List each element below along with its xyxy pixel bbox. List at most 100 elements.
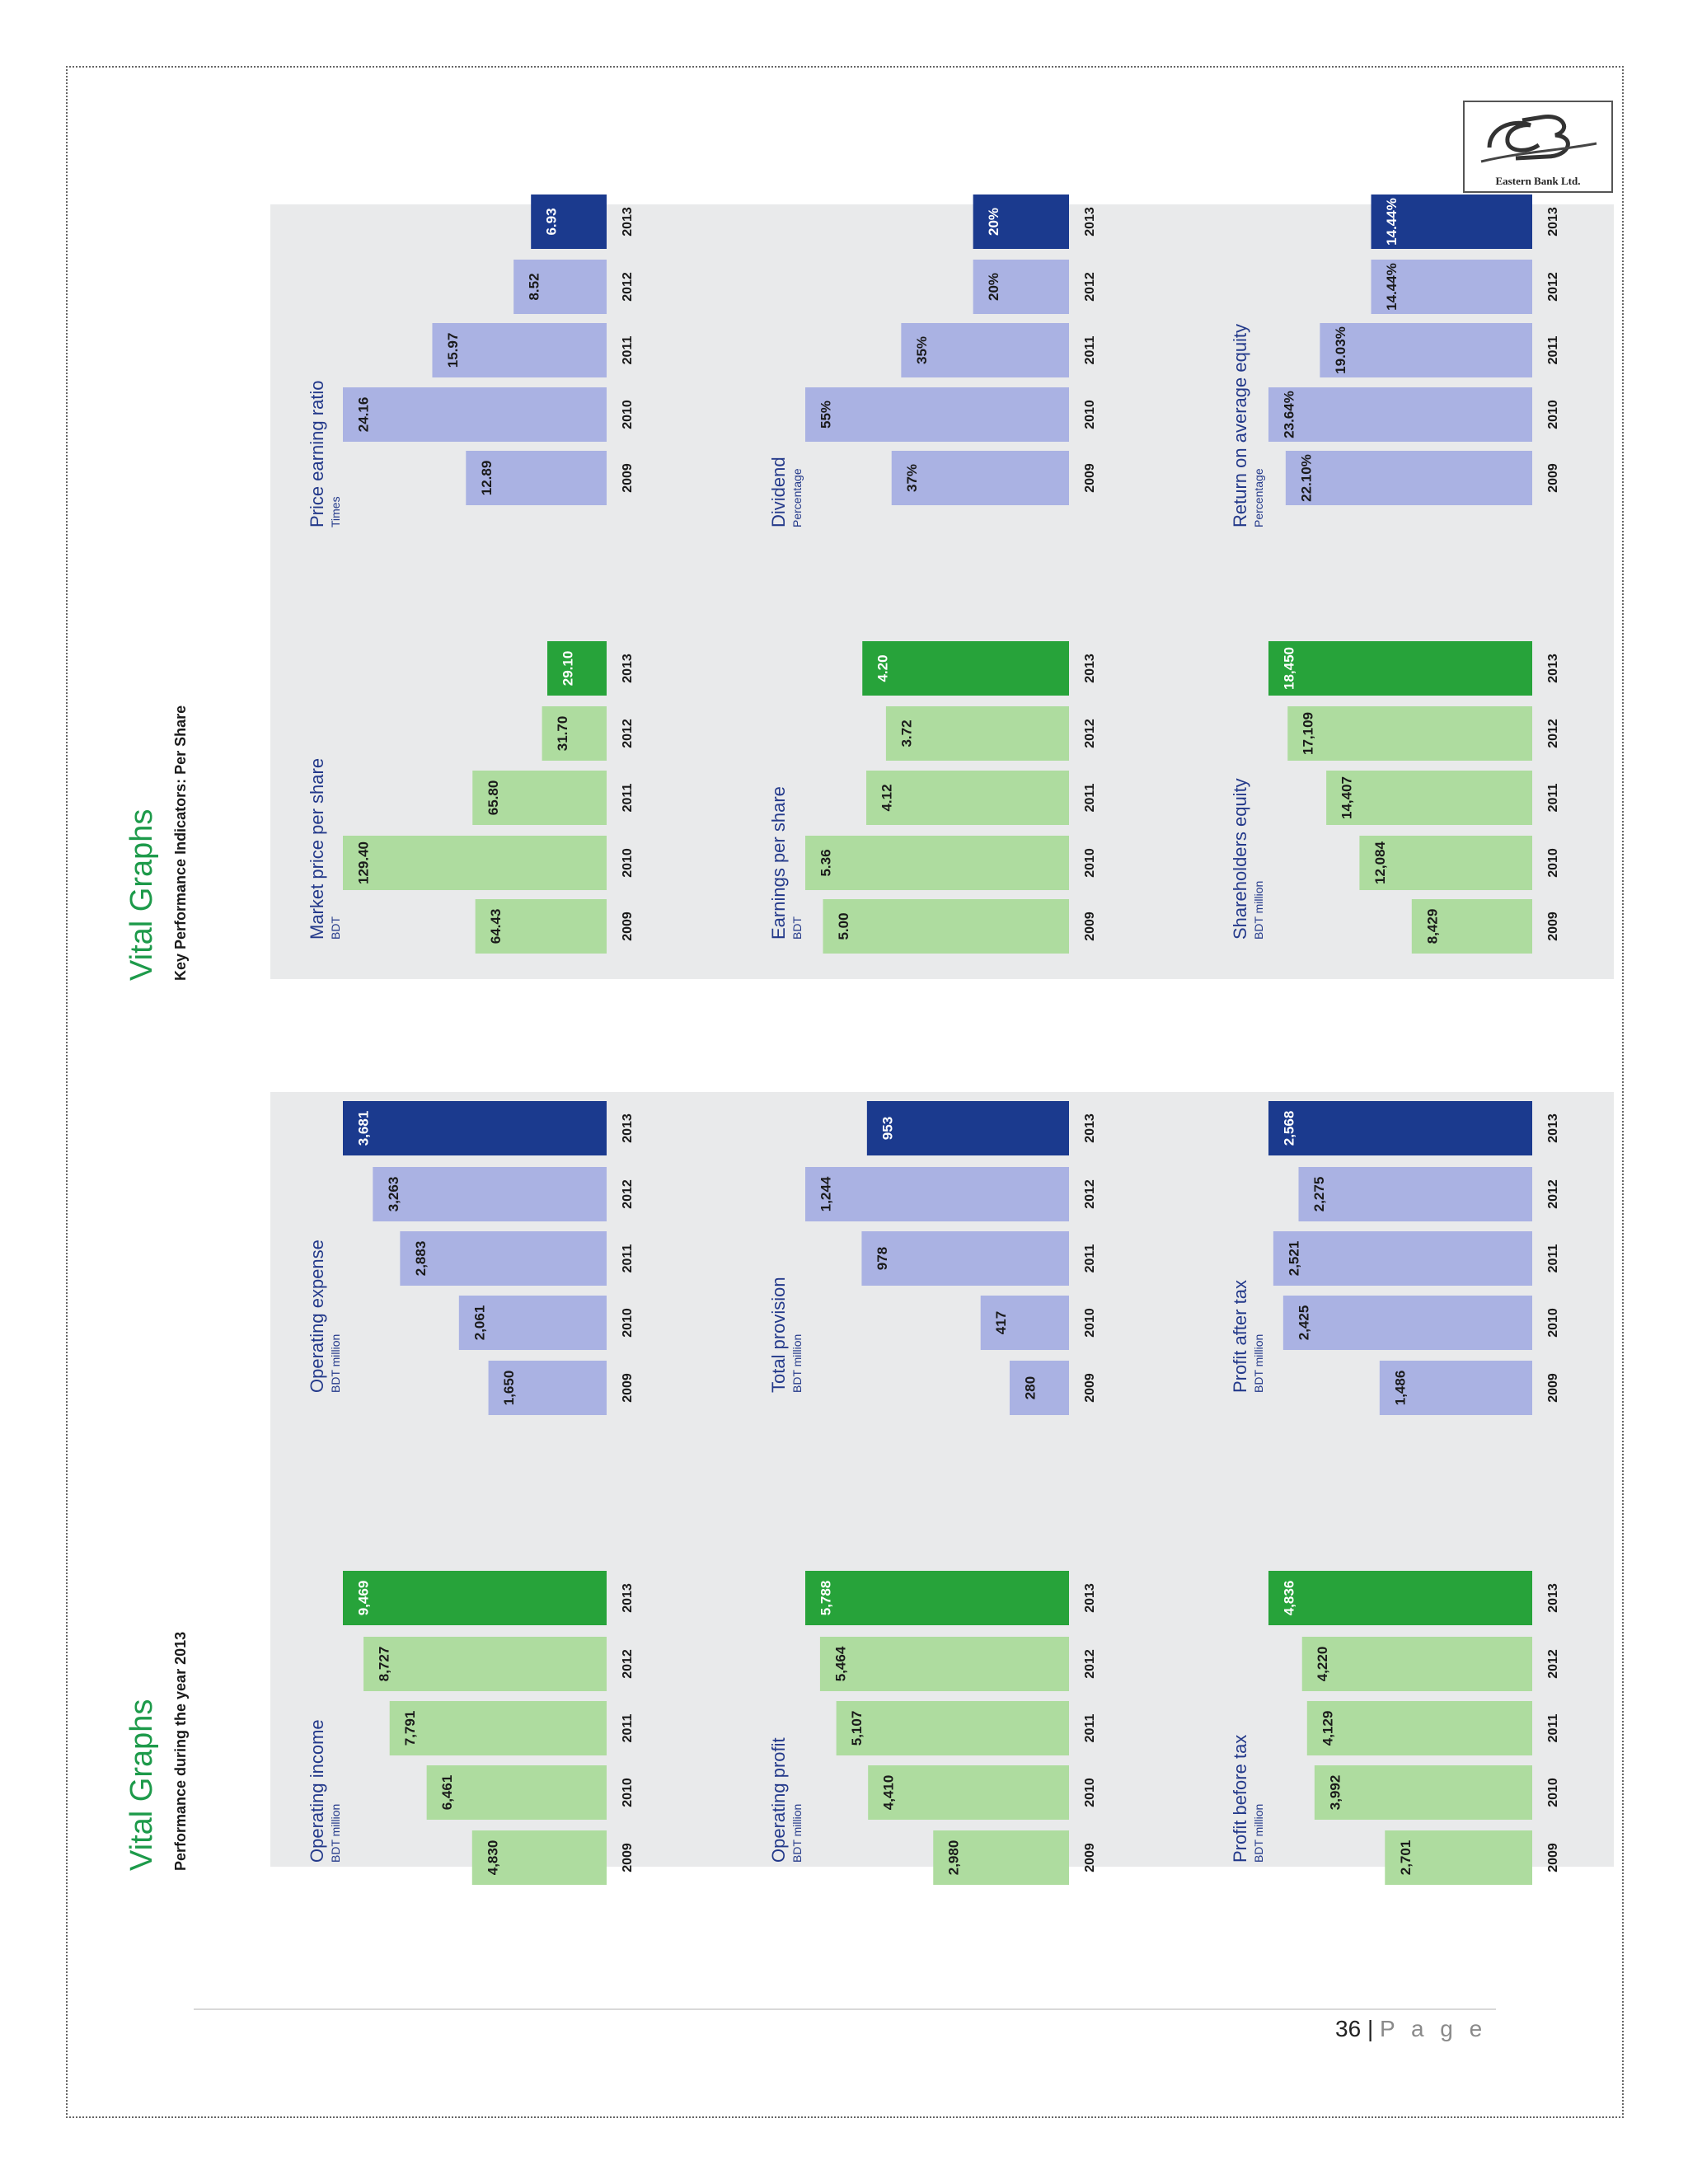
- bar: [973, 194, 1069, 249]
- chart-subtitle: BDT: [790, 916, 804, 940]
- category-label: 2013: [621, 1583, 635, 1613]
- page-number: 36 | P a g e: [1335, 2016, 1487, 2042]
- data-label: 7,791: [402, 1711, 418, 1746]
- data-label: 2,701: [1398, 1840, 1414, 1876]
- bar: [1320, 323, 1532, 377]
- data-label: 2,980: [946, 1840, 962, 1876]
- chart-subtitle: Percentage: [1252, 468, 1265, 527]
- data-label: 978: [874, 1247, 890, 1270]
- category-label: 2011: [621, 336, 635, 365]
- bar: [901, 323, 1069, 377]
- bar: [1268, 641, 1532, 696]
- data-label: 1,486: [1392, 1371, 1408, 1406]
- bar: [861, 1231, 1069, 1286]
- data-label: 3,681: [355, 1111, 371, 1146]
- page-border: [66, 66, 1624, 2118]
- chart-title: Price earning ratio: [307, 380, 327, 527]
- bar: [542, 706, 607, 761]
- category-label: 2010: [1083, 400, 1097, 429]
- bar: [1314, 1765, 1532, 1820]
- chart-title: Total provision: [768, 1277, 789, 1393]
- category-label: 2013: [1546, 1113, 1560, 1143]
- category-label: 2012: [1083, 272, 1097, 302]
- data-label: 31.70: [555, 716, 570, 752]
- bar: [1306, 1701, 1532, 1755]
- chart-subtitle: BDT million: [1252, 881, 1265, 940]
- bar: [1379, 1361, 1532, 1415]
- bar: [973, 260, 1069, 314]
- bar: [866, 771, 1069, 825]
- data-label: 280: [1022, 1376, 1038, 1399]
- category-label: 2010: [1546, 400, 1560, 429]
- chart-dividend: 37% 2009 55% 2010 35% 2011 20% 2012 20% 2013 Divid…: [768, 194, 1097, 527]
- data-label: 2,275: [1311, 1177, 1327, 1212]
- category-label: 2013: [1083, 207, 1097, 237]
- category-label: 2011: [621, 1714, 635, 1743]
- data-label: 3,992: [1327, 1775, 1343, 1811]
- category-label: 2013: [1083, 654, 1097, 683]
- category-label: 2010: [1083, 1778, 1097, 1807]
- bar: [805, 836, 1069, 890]
- bar: [885, 706, 1069, 761]
- chart-subtitle: BDT million: [1252, 1334, 1265, 1393]
- category-label: 2010: [1546, 1778, 1560, 1807]
- category-label: 2009: [1083, 912, 1097, 941]
- data-label: 5.36: [818, 849, 833, 876]
- category-label: 2009: [1083, 463, 1097, 493]
- bank-logo: Eastern Bank Ltd.: [1463, 101, 1613, 193]
- chart-profit-after-tax: 1,486 2009 2,425 2010 2,521 2011 2,275 2012 2,56…: [1230, 1101, 1560, 1415]
- category-label: 2009: [1083, 1843, 1097, 1872]
- chart-profit-before-tax: 2,701 2009 3,992 2010 4,129 2011 4,220 2012 4,83…: [1230, 1571, 1560, 1885]
- bar: [426, 1765, 607, 1820]
- category-label: 2010: [1546, 848, 1560, 878]
- data-label: 4.12: [879, 784, 895, 811]
- bar: [1282, 1296, 1532, 1350]
- bar: [458, 1296, 607, 1350]
- category-label: 2010: [621, 400, 635, 429]
- bar: [373, 1167, 607, 1221]
- chart-subtitle: BDT million: [1252, 1804, 1265, 1863]
- bar: [547, 641, 607, 696]
- bar: [1273, 1231, 1532, 1286]
- data-label: 4.20: [875, 654, 891, 682]
- data-label: 12,084: [1372, 841, 1388, 884]
- chart-subtitle: Times: [329, 496, 342, 527]
- bar: [823, 899, 1069, 954]
- category-label: 2010: [621, 1308, 635, 1338]
- chart-market-price-per-share: 64.43 2009 129.40 2010 65.80 2011 31.70 2012 29.…: [307, 641, 635, 954]
- bar: [862, 641, 1069, 696]
- category-label: 2009: [1083, 1373, 1097, 1403]
- bar: [432, 323, 607, 377]
- page-label: P a g e: [1380, 2016, 1488, 2041]
- chart-subtitle: BDT million: [790, 1334, 804, 1393]
- data-label: 1,244: [818, 1176, 833, 1212]
- chart-title: Operating income: [307, 1719, 327, 1863]
- data-label: 8.52: [527, 273, 542, 300]
- data-label: 37%: [904, 464, 920, 492]
- chart-operating-profit: 2,980 2009 4,410 2010 5,107 2011 5,464 2012 5,78…: [768, 1571, 1097, 1885]
- data-label: 14.44%: [1384, 263, 1400, 311]
- bar: [819, 1637, 1069, 1691]
- chart-operating-expense: 1,650 2009 2,061 2010 2,883 2011 3,263 2012 3,68…: [307, 1101, 635, 1415]
- bar: [933, 1830, 1069, 1885]
- page-number-separator: |: [1367, 2016, 1374, 2041]
- data-label: 8,727: [377, 1647, 392, 1682]
- bar: [1268, 1101, 1532, 1155]
- bar: [363, 1637, 607, 1691]
- chart-subtitle: BDT million: [790, 1804, 804, 1863]
- page-number-value: 36: [1335, 2016, 1362, 2041]
- logo-text: Eastern Bank Ltd.: [1495, 175, 1581, 187]
- data-label: 4,129: [1320, 1711, 1335, 1746]
- category-label: 2011: [621, 784, 635, 813]
- category-label: 2013: [621, 1113, 635, 1143]
- chart-earnings-per-share: 5.00 2009 5.36 2010 4.12 2011 3.72 2012 4.20 2013…: [768, 641, 1097, 954]
- data-label: 5,464: [832, 1646, 848, 1681]
- bar: [513, 260, 607, 314]
- data-label: 55%: [818, 401, 833, 429]
- data-label: 19.03%: [1333, 326, 1348, 374]
- bar: [472, 771, 607, 825]
- data-label: 2,568: [1281, 1111, 1296, 1146]
- category-label: 2012: [621, 1649, 635, 1679]
- data-label: 17,109: [1301, 712, 1316, 755]
